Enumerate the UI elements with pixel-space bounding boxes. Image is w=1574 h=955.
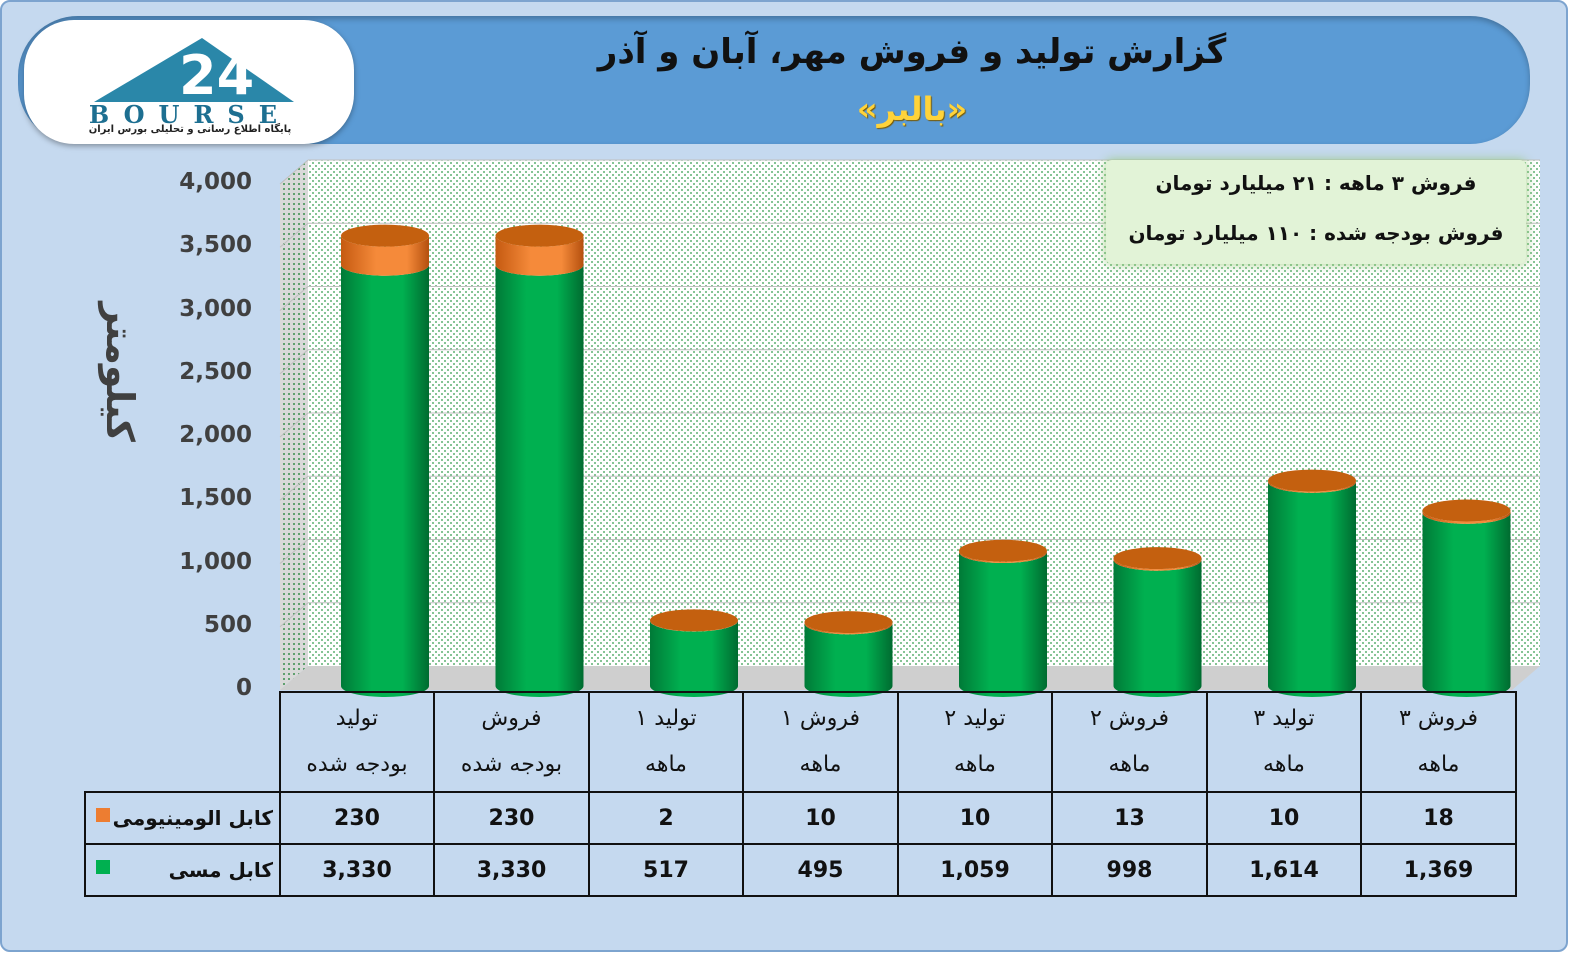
data-label-aluminum: 10 (897, 791, 1053, 845)
gridline-side (279, 475, 309, 501)
y-tick-label: 3,500 (179, 232, 252, 259)
y-tick-label: 1,000 (179, 548, 252, 575)
chart-subtitle: «بالبر» (856, 90, 968, 128)
info-line-budget-sales: فروش بودجه شده : ۱۱۰ میلیارد تومان (1128, 221, 1504, 245)
bar-copper (1113, 559, 1202, 697)
bar-group (495, 224, 584, 697)
bar-group (1268, 469, 1356, 697)
bar-cap (495, 224, 584, 247)
data-label-copper: 3,330 (433, 843, 590, 897)
logo-mark-icon: 24 (94, 38, 294, 107)
data-label-aluminum: 230 (433, 791, 590, 845)
data-label-copper: 1,369 (1360, 843, 1517, 897)
info-line-quarter-sales: فروش ۳ ماهه : ۲۱ میلیارد تومان (1155, 171, 1477, 195)
bar-cap (804, 611, 893, 634)
y-tick-label: 1,500 (179, 485, 252, 512)
gridline-side (279, 159, 309, 185)
data-label-aluminum: 18 (1360, 791, 1517, 845)
category-label: تولید بودجه شده (279, 691, 435, 793)
category-label: فروش بودجه شده (433, 691, 590, 793)
category-label: تولید ۱ ماهه (588, 691, 744, 793)
data-label-aluminum: 2 (588, 791, 744, 845)
data-label-copper: 1,614 (1206, 843, 1362, 897)
category-label: فروش ۳ ماهه (1360, 691, 1517, 793)
data-label-aluminum: 10 (1206, 791, 1362, 845)
gridline-side (279, 286, 309, 311)
data-label-copper: 3,330 (279, 843, 435, 897)
y-tick-label: 2,000 (179, 422, 252, 448)
bar-cap (650, 609, 738, 632)
data-label-copper: 998 (1051, 843, 1208, 897)
bar-group (650, 609, 738, 697)
bar-copper (1268, 481, 1356, 697)
bourse24-logo: 24 BOURSE پایگاه اطلاع رسانی و تحلیلی بو… (24, 20, 354, 144)
bar-copper (804, 623, 893, 697)
chart-title: گزارش تولید و فروش مهر، آبان و آذر (597, 32, 1227, 72)
category-label: فروش ۲ ماهه (1051, 691, 1208, 793)
bar-group (1422, 499, 1511, 697)
bar-copper (341, 264, 429, 697)
bar-cap (1113, 547, 1202, 570)
gridline-side (279, 602, 309, 628)
bar-group (341, 224, 429, 697)
logo-number: 24 (179, 44, 254, 107)
logo-tagline: پایگاه اطلاع رسانی و تحلیلی بورس ایران (88, 124, 292, 135)
bar-cap (959, 539, 1047, 562)
y-tick-label: 500 (203, 611, 252, 638)
bar-cap (341, 224, 429, 247)
table-row-aluminum: کابل الومینیومی 230 230 2 10 10 13 10 18 (84, 791, 1517, 845)
bar-group (1113, 547, 1202, 697)
bars-group (341, 224, 1511, 697)
data-label-copper: 1,059 (897, 843, 1053, 897)
gridline-side (279, 349, 309, 375)
table-row-copper: کابل مسی 3,330 3,330 517 495 1,059 998 1,614 1,… (84, 843, 1517, 897)
gridline-side (279, 222, 309, 248)
category-header-row: تولید بودجه شده فروش بودجه شده تولید ۱ ماهه فر… (85, 691, 1517, 793)
y-tick-label: 2,500 (179, 358, 252, 385)
bar-copper (1422, 512, 1511, 697)
legend-copper: کابل مسی (84, 843, 281, 897)
bar-cap (1422, 499, 1511, 522)
bar-aluminum (1422, 510, 1511, 524)
bar-group (804, 611, 893, 697)
table-corner (85, 692, 281, 792)
legend-aluminum: کابل الومینیومی (84, 791, 281, 845)
gridline-side (279, 412, 309, 438)
y-tick-label: 4,000 (179, 169, 252, 195)
bar-group (959, 539, 1047, 697)
data-label-aluminum: 13 (1051, 791, 1208, 845)
series-name-copper: کابل مسی (168, 858, 273, 882)
copper-swatch-icon (96, 860, 110, 874)
data-label-copper: 495 (742, 843, 899, 897)
bar-copper (650, 620, 738, 697)
bar-aluminum (341, 235, 429, 276)
data-label-aluminum: 10 (742, 791, 899, 845)
sales-info-box: فروش ۳ ماهه : ۲۱ میلیارد تومان فروش بودج… (1106, 160, 1526, 264)
bar-aluminum (495, 235, 584, 276)
bar-copper (495, 264, 584, 697)
aluminum-swatch-icon (96, 808, 110, 822)
category-label: تولید ۳ ماهه (1206, 691, 1362, 793)
category-label: فروش ۱ ماهه (742, 691, 899, 793)
bar-cap (1268, 469, 1356, 492)
data-label-aluminum: 230 (279, 791, 435, 845)
category-label: تولید ۲ ماهه (897, 691, 1053, 793)
data-label-copper: 517 (588, 843, 744, 897)
gridline-side (279, 539, 309, 564)
y-tick-label: 3,000 (179, 295, 252, 322)
logo-wordmark: BOURSE (88, 100, 292, 129)
y-axis-label: کیلومتر (98, 302, 142, 442)
series-name-aluminum: کابل الومینیومی (112, 806, 273, 830)
data-table: تولید بودجه شده فروش بودجه شده تولید ۱ ماهه فر… (84, 691, 1517, 897)
bar-copper (959, 552, 1047, 697)
